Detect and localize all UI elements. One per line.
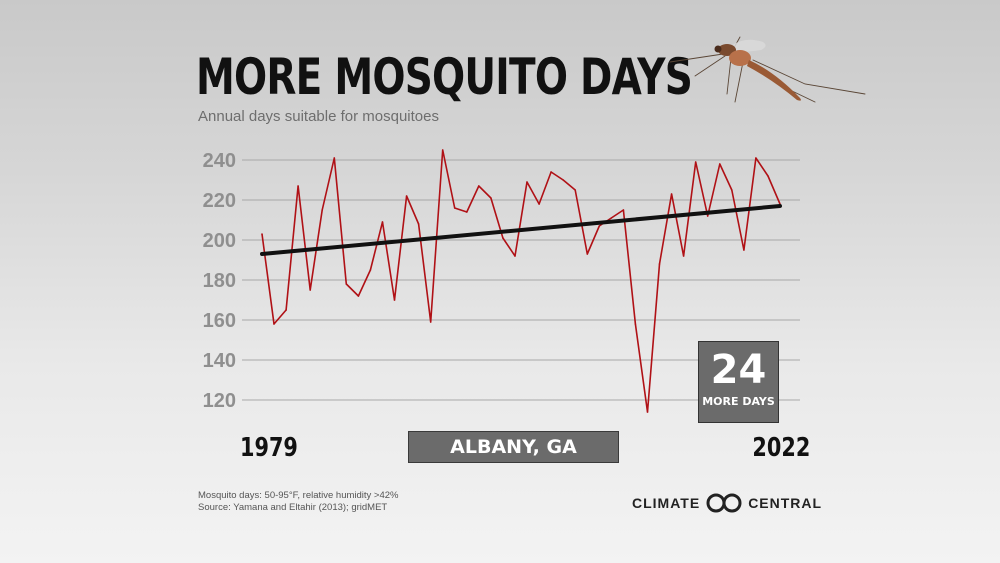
data-point-2013 [670,193,673,195]
data-point-1992 [417,223,420,225]
footnote-source: Source: Yamana and Eltahir (2013); gridM… [198,502,388,513]
data-point-2001 [526,181,528,183]
y-tick-label: 120 [203,390,236,412]
data-point-1997 [478,185,480,187]
series-line [261,149,781,413]
footnote: Mosquito days: 50-95°F, relative humidit… [198,490,399,514]
y-tick-label: 200 [203,230,236,252]
data-point-2004 [562,179,564,181]
data-point-1993 [429,321,432,323]
badge-value: 24 [710,347,767,393]
data-point-1979 [261,233,263,235]
start-year-label: 1979 [240,433,298,463]
data-point-2017 [719,163,721,165]
trend-line [260,204,782,256]
mosquito-illustration [669,36,866,103]
data-point-2010 [634,323,637,325]
data-point-1980 [273,323,275,325]
footnote-definition: Mosquito days: 50-95°F, relative humidit… [198,490,399,501]
location-label: ALBANY, GA [408,431,619,463]
data-point-2019 [743,249,745,251]
data-point-1985 [333,157,336,159]
badge-label: MORE DAYS [702,395,775,408]
y-axis-ticks: 120 140 160 180 200 220 240 [203,150,236,412]
data-point-2008 [610,217,613,219]
data-point-1983 [309,289,312,291]
brand-right-text: CENTRAL [748,495,823,511]
data-point-2016 [706,215,709,217]
data-point-2007 [598,225,601,227]
data-point-2015 [694,161,697,163]
data-point-1988 [369,269,372,271]
data-point-2018 [731,189,733,191]
data-point-1981 [285,309,287,311]
data-point-2014 [682,255,685,257]
data-point-2000 [514,255,516,257]
climate-central-logo-icon [706,493,742,513]
y-tick-label: 140 [203,350,236,372]
data-point-2021 [767,175,769,177]
y-tick-label: 240 [203,150,236,172]
data-point-1984 [321,209,324,211]
data-points [261,149,781,413]
data-point-2002 [538,203,540,205]
data-point-1986 [345,283,348,285]
data-point-1990 [393,299,396,301]
chart-subtitle: Annual days suitable for mosquitoes [198,108,439,125]
data-point-1999 [502,237,504,239]
data-point-2012 [658,263,661,265]
data-point-2009 [622,209,625,211]
more-days-badge: 24 MORE DAYS [698,341,779,423]
data-point-2005 [574,189,576,191]
data-point-1989 [381,221,384,223]
end-year-label: 2022 [752,433,811,463]
data-point-1982 [297,185,299,187]
data-point-1998 [490,197,492,199]
data-point-2006 [586,253,589,255]
data-point-1987 [357,295,360,297]
climate-central-logo: CLIMATE CENTRAL [632,492,822,514]
data-point-1994 [441,149,444,151]
data-point-1991 [405,195,408,197]
data-point-2020 [755,157,757,159]
brand-left-text: CLIMATE [632,495,701,511]
y-tick-label: 220 [203,190,236,212]
data-point-2003 [550,171,552,173]
y-tick-label: 180 [203,270,236,292]
data-point-2011 [646,411,649,413]
y-tick-label: 160 [203,310,236,332]
data-point-1995 [453,207,456,209]
chart-title: MORE MOSQUITO DAYS [196,48,693,106]
data-point-1996 [466,211,468,213]
